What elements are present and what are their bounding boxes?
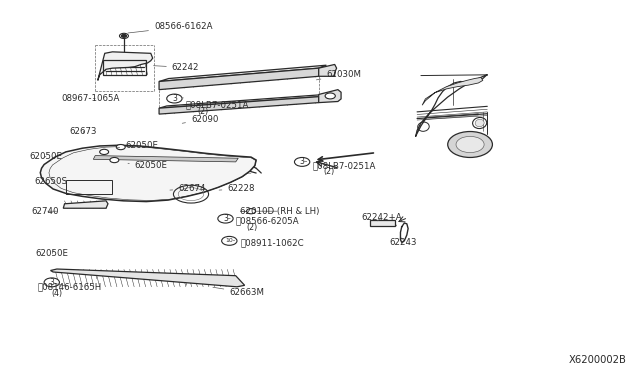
Text: 08967-1065A: 08967-1065A: [61, 94, 120, 103]
Circle shape: [456, 137, 484, 153]
Text: ゃ08LB7-0251A: ゃ08LB7-0251A: [182, 98, 249, 110]
Circle shape: [110, 157, 119, 163]
Polygon shape: [51, 269, 244, 287]
Text: 62050E: 62050E: [117, 141, 158, 150]
Text: 10: 10: [225, 238, 233, 243]
Circle shape: [122, 35, 127, 37]
Circle shape: [448, 132, 492, 157]
Text: 3: 3: [300, 157, 305, 166]
Ellipse shape: [475, 119, 484, 127]
Polygon shape: [63, 201, 108, 208]
Circle shape: [246, 209, 255, 214]
Polygon shape: [319, 64, 337, 76]
Text: ゃ08LB7-0251A: ゃ08LB7-0251A: [304, 161, 376, 170]
Circle shape: [325, 93, 335, 99]
Text: (4): (4): [52, 289, 63, 298]
Circle shape: [218, 214, 233, 223]
Polygon shape: [159, 65, 326, 81]
Circle shape: [44, 278, 60, 287]
Polygon shape: [159, 68, 319, 90]
Text: (2): (2): [246, 223, 258, 232]
Polygon shape: [93, 155, 238, 162]
Text: 3: 3: [223, 214, 228, 223]
Text: 62050E: 62050E: [29, 152, 63, 161]
Text: 08911-1062C: 08911-1062C: [234, 238, 304, 247]
Text: 62010D (RH & LH): 62010D (RH & LH): [240, 207, 319, 216]
Text: ゃ08146-6165H: ゃ08146-6165H: [38, 282, 102, 291]
Polygon shape: [370, 220, 396, 226]
Text: (2): (2): [197, 107, 209, 116]
Text: 62242+A: 62242+A: [362, 213, 402, 222]
Polygon shape: [159, 94, 325, 108]
Text: 62673: 62673: [70, 126, 97, 136]
Text: 62050E: 62050E: [128, 161, 168, 170]
Circle shape: [221, 236, 237, 245]
Text: 62050E: 62050E: [36, 249, 69, 258]
Text: 62740: 62740: [31, 207, 59, 216]
Text: 62650S: 62650S: [35, 177, 68, 186]
Text: 3: 3: [172, 94, 177, 103]
Polygon shape: [422, 77, 483, 105]
Circle shape: [116, 144, 125, 150]
Text: 62228: 62228: [219, 185, 255, 193]
Polygon shape: [98, 52, 153, 80]
Text: X6200002B: X6200002B: [569, 355, 627, 365]
Text: ゃ08566-6205A: ゃ08566-6205A: [227, 217, 300, 226]
Text: 62242: 62242: [154, 63, 199, 72]
Text: 62663M: 62663M: [213, 287, 264, 297]
Polygon shape: [40, 145, 256, 202]
Polygon shape: [159, 97, 319, 114]
Text: (2): (2): [323, 167, 335, 176]
Text: 08566-6162A: 08566-6162A: [128, 22, 212, 33]
Circle shape: [167, 94, 182, 103]
Polygon shape: [319, 90, 341, 103]
Circle shape: [294, 157, 310, 166]
Text: 62030M: 62030M: [316, 70, 362, 80]
Circle shape: [100, 149, 109, 154]
Text: 62674: 62674: [170, 185, 205, 193]
Text: 62090: 62090: [182, 115, 218, 124]
Text: 62243: 62243: [389, 238, 417, 247]
Circle shape: [120, 33, 129, 38]
Text: 3: 3: [49, 278, 54, 287]
